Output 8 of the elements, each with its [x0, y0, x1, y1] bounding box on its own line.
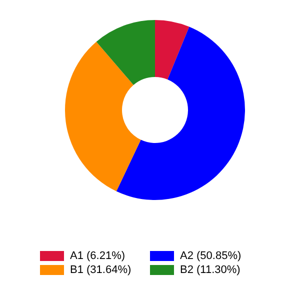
legend-label: B2 (11.30%) — [180, 264, 240, 276]
donut-slice — [96, 20, 155, 85]
legend-label: A1 (6.21%) — [70, 250, 126, 262]
donut-slice — [116, 26, 245, 200]
legend-label: A2 (50.85%) — [180, 250, 242, 262]
donut-slice — [65, 42, 141, 192]
legend-label: B1 (31.64%) — [70, 264, 132, 276]
donut-slice — [155, 20, 190, 80]
